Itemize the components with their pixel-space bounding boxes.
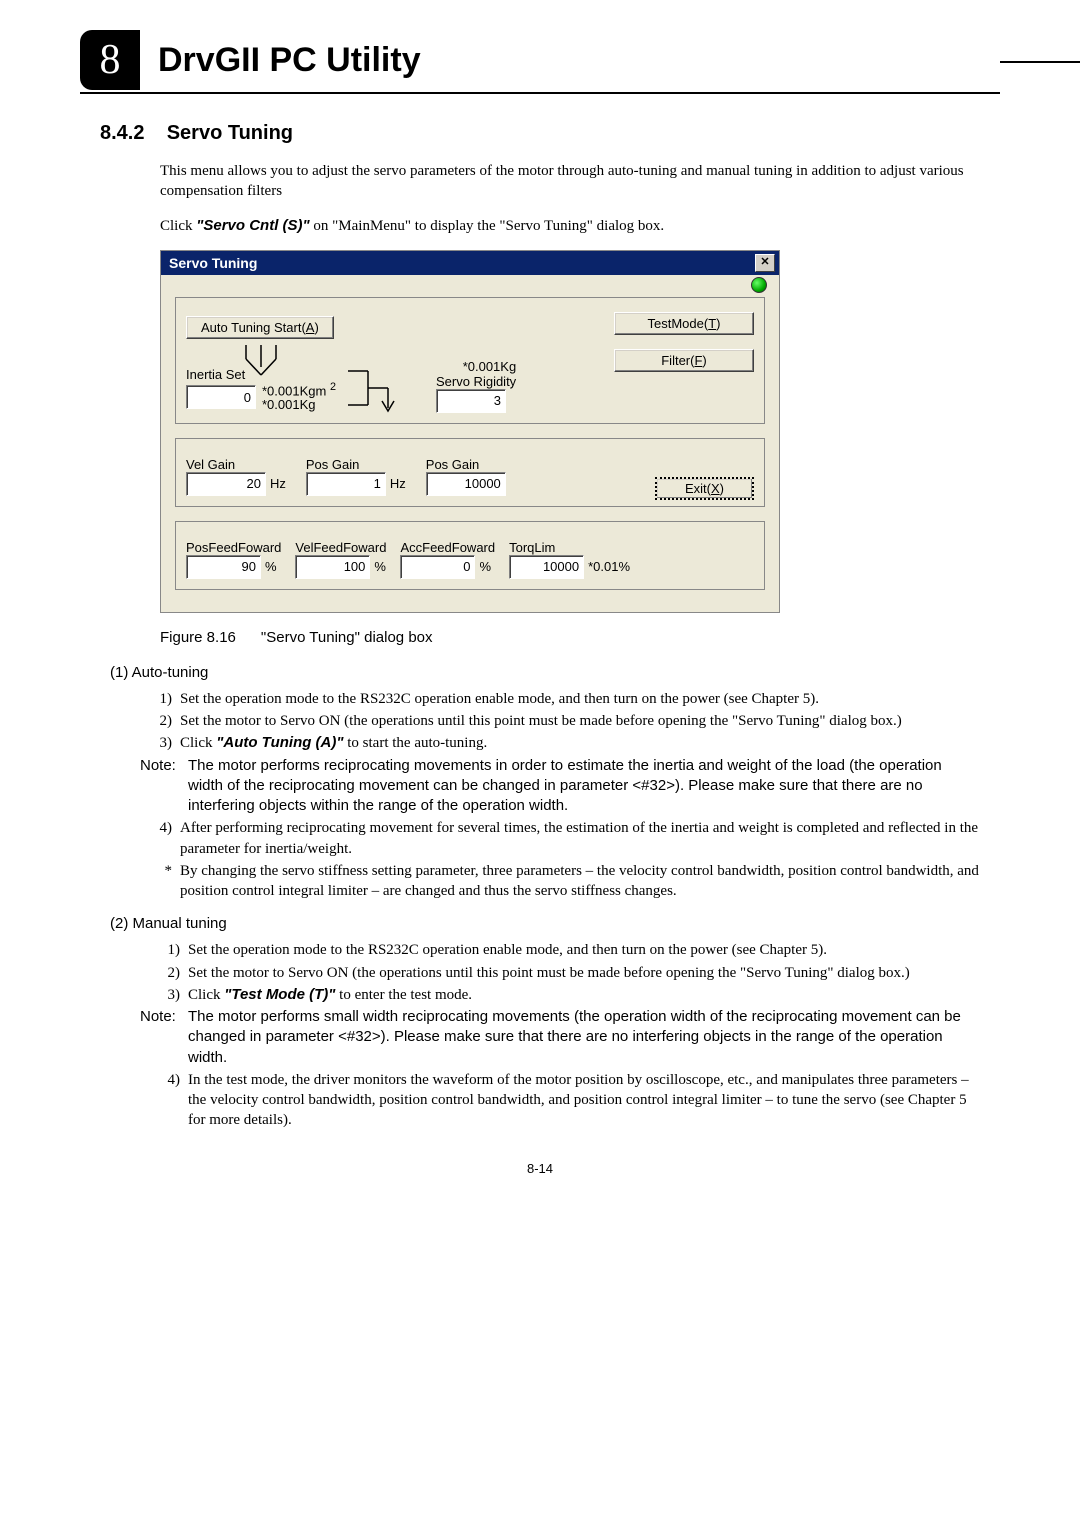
inertia-input[interactable] [186,385,256,409]
inertia-set-label: Inertia Set [186,367,336,382]
chapter-number: 8 [80,30,140,90]
label: Filter( [661,353,694,368]
list-item: Set the motor to Servo ON (the operation… [180,711,980,731]
label: Auto Tuning Start( [201,320,306,335]
test-mode-button[interactable]: TestMode(T) [614,312,754,335]
pos-gain-hz-input[interactable] [306,472,386,496]
list-number: 3) [140,985,188,1005]
list-item: Click "Auto Tuning (A)" to start the aut… [180,733,980,753]
list-number: 1) [140,689,180,709]
filter-button[interactable]: Filter(F) [614,349,754,372]
chapter-header: 8 DrvGII PC Utility [80,30,1000,94]
status-led-icon [751,277,767,293]
figure-title: "Servo Tuning" dialog box [261,629,433,646]
hz-unit-label: Hz [270,476,286,491]
autotuning-heading: (1) Auto-tuning [110,664,1000,681]
subsection-title: Servo Tuning [167,122,293,144]
command-text: "Auto Tuning (A)" [216,734,343,751]
accff-input[interactable] [400,555,475,579]
list-item: After performing reciprocating movement … [180,818,980,859]
label: Exit( [685,481,711,496]
posff-input[interactable] [186,555,261,579]
label: ) [314,320,318,335]
torqlim-label: TorqLim [509,540,630,555]
label: ) [702,353,706,368]
list-item: Set the operation mode to the RS232C ope… [188,940,980,960]
note-text: The motor performs small width reciproca… [188,1007,980,1068]
note-text: The motor performs reciprocating movemen… [188,756,980,817]
list-marker: * [140,861,180,902]
exit-button[interactable]: Exit(X) [655,477,754,500]
list-number: 4) [140,818,180,859]
pos-gain-2-label: Pos Gain [426,457,506,472]
list-number: 3) [140,733,180,753]
unit-001kg-label: *0.001Kg [436,359,516,374]
unit-kgm2-label: *0.001Kgm 2 [262,382,336,399]
dialog-window: Servo Tuning ✕ Auto Tuning Start(A) [160,250,780,613]
feedforward-group: PosFeedFoward % VelFeedFoward % [175,521,765,590]
pos-gain-label: Pos Gain [306,457,406,472]
torq-unit-label: *0.01% [588,559,630,574]
torqlim-input[interactable] [509,555,584,579]
list-item: Set the operation mode to the RS232C ope… [180,689,980,709]
velff-input[interactable] [295,555,370,579]
accelerator: X [711,481,720,496]
list-number: 1) [140,940,188,960]
chapter-title: DrvGII PC Utility [158,41,421,80]
auto-tuning-start-button[interactable]: Auto Tuning Start(A) [186,316,334,339]
manualtuning-heading: (2) Manual tuning [110,915,1000,932]
label: ) [720,481,724,496]
list-number: 4) [140,1070,188,1131]
accelerator: T [708,316,716,331]
gain-group: Vel Gain Hz Pos Gain Hz [175,438,765,507]
list-number: 2) [140,963,188,983]
label: ) [716,316,720,331]
text: on "MainMenu" to display the "Servo Tuni… [310,218,665,234]
list-item: In the test mode, the driver monitors th… [188,1070,980,1131]
page-number: 8-14 [80,1161,1000,1176]
dialog-titlebar: Servo Tuning ✕ [161,251,779,275]
vel-gain-label: Vel Gain [186,457,286,472]
subsection-number: 8.4.2 [100,122,144,144]
label: TestMode( [648,316,709,331]
auto-tuning-group: Auto Tuning Start(A) [175,297,765,424]
figure-number: Figure 8.16 [160,629,236,646]
hz-unit-label: Hz [390,476,406,491]
percent-label: % [374,559,386,574]
unit-kg-label: *0.001Kg [262,398,336,412]
list-item: Click "Test Mode (T)" to enter the test … [188,985,980,1005]
servo-tuning-dialog-figure: Servo Tuning ✕ Auto Tuning Start(A) [160,250,780,613]
close-icon: ✕ [760,257,769,268]
list-item: By changing the servo stiffness setting … [180,861,980,902]
note-label: Note: [140,756,188,817]
intro-paragraph-2: Click "Servo Cntl (S)" on "MainMenu" to … [160,216,980,236]
servo-rigidity-input[interactable] [436,389,506,413]
note-label: Note: [140,1007,188,1068]
servo-rigidity-label: Servo Rigidity [436,374,516,389]
subsection-heading: 8.4.2 Servo Tuning [100,122,1000,145]
percent-label: % [265,559,277,574]
close-button[interactable]: ✕ [755,254,775,272]
intro-paragraph-1: This menu allows you to adjust the servo… [160,161,980,202]
list-number: 2) [140,711,180,731]
pos-gain-2-input[interactable] [426,472,506,496]
accff-label: AccFeedFoward [400,540,495,555]
velff-label: VelFeedFoward [295,540,386,555]
dialog-title: Servo Tuning [169,255,257,271]
manualtuning-list: 1)Set the operation mode to the RS232C o… [140,940,980,1130]
menu-command: "Servo Cntl (S)" [196,217,309,234]
flow-merge-arrow-icon [338,363,408,413]
figure-caption: Figure 8.16 "Servo Tuning" dialog box [160,629,1000,646]
posff-label: PosFeedFoward [186,540,281,555]
text: Click [160,218,196,234]
percent-label: % [479,559,491,574]
vel-gain-input[interactable] [186,472,266,496]
list-item: Set the motor to Servo ON (the operation… [188,963,980,983]
command-text: "Test Mode (T)" [224,986,335,1003]
autotuning-list: 1)Set the operation mode to the RS232C o… [140,689,980,902]
